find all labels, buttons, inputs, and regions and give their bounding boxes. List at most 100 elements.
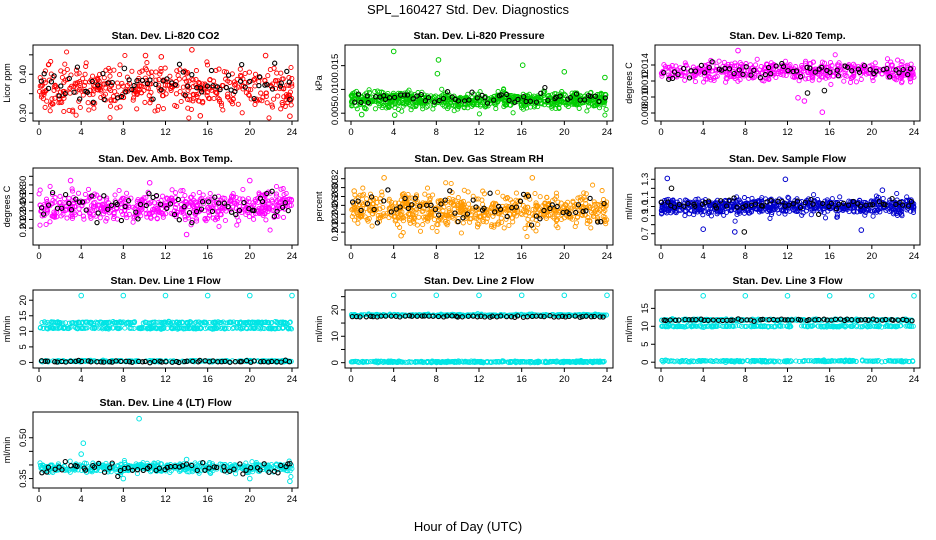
data-point: [176, 325, 182, 332]
data-point: [40, 96, 46, 102]
data-point: [425, 103, 431, 109]
data-point: [87, 210, 93, 217]
data-point: [736, 67, 742, 73]
data-point: [584, 108, 590, 114]
data-point: [834, 212, 840, 218]
x-tick-label: 16: [202, 251, 213, 262]
data-point: [464, 211, 471, 217]
data-point: [44, 208, 51, 214]
data-point: [723, 209, 729, 216]
outlier-point: [795, 95, 801, 101]
data-point: [286, 82, 292, 88]
data-point: [460, 220, 466, 226]
data-point: [823, 75, 829, 81]
data-point: [122, 325, 128, 331]
data-point: [884, 56, 891, 62]
x-tick-label: 4: [391, 251, 396, 262]
data-point: [122, 203, 128, 210]
data-point: [692, 79, 698, 85]
data-point: [62, 91, 68, 97]
data-point: [894, 190, 900, 197]
data-point: [257, 97, 263, 103]
data-point: [100, 70, 106, 77]
outlier-point: [668, 185, 675, 192]
data-point: [822, 215, 829, 221]
data-point: [713, 205, 720, 211]
data-point: [379, 192, 385, 198]
data-point: [492, 209, 498, 215]
data-point: [284, 82, 290, 88]
data-point: [765, 64, 772, 71]
data-point: [527, 98, 534, 104]
data-point: [117, 319, 123, 325]
data-point: [189, 325, 195, 331]
data-point: [258, 359, 264, 365]
data-point: [738, 200, 744, 206]
data-point: [395, 215, 401, 221]
data-point: [216, 223, 222, 229]
data-point: [90, 200, 97, 206]
data-point: [675, 71, 681, 78]
data-point: [156, 319, 162, 325]
y-axis-label: Licor ppm: [2, 63, 12, 103]
data-point: [405, 205, 411, 212]
data-point: [483, 219, 489, 225]
data-point: [418, 99, 424, 105]
data-point: [444, 89, 451, 95]
data-point: [686, 73, 692, 79]
data-point: [40, 325, 46, 331]
data-point: [139, 359, 146, 365]
data-point: [205, 196, 211, 202]
data-point: [134, 106, 140, 112]
data-point: [682, 197, 688, 203]
data-point: [182, 92, 188, 98]
data-point: [228, 194, 235, 200]
x-tick-label: 4: [391, 127, 396, 138]
data-point: [691, 206, 697, 212]
data-point: [101, 359, 107, 365]
data-point: [143, 67, 149, 73]
data-point: [382, 96, 389, 103]
data-point: [907, 76, 913, 82]
data-point: [84, 89, 91, 95]
outlier-point: [391, 112, 398, 118]
data-point: [47, 183, 53, 189]
data-point: [898, 61, 904, 68]
data-point: [829, 196, 835, 202]
data-point: [117, 104, 123, 110]
data-point: [164, 320, 170, 326]
data-point: [420, 106, 426, 112]
data-point: [477, 213, 483, 219]
data-point: [590, 213, 596, 220]
data-point: [367, 191, 374, 197]
data-point: [108, 97, 114, 103]
data-point: [69, 215, 75, 222]
data-point: [231, 79, 238, 85]
data-point: [728, 205, 735, 211]
data-point: [79, 199, 86, 205]
data-point: [768, 71, 774, 77]
data-point: [603, 106, 609, 112]
data-point: [884, 66, 890, 72]
data-point: [371, 206, 377, 213]
data-point: [824, 197, 830, 203]
data-point: [274, 208, 280, 214]
data-point: [491, 224, 497, 230]
data-point: [82, 191, 88, 197]
data-point: [192, 211, 198, 218]
data-point: [66, 75, 72, 82]
data-point: [534, 204, 540, 210]
data-point: [520, 106, 526, 112]
data-point: [804, 64, 810, 71]
data-point: [409, 202, 415, 208]
data-point: [429, 225, 435, 231]
data-point: [408, 107, 414, 113]
data-point: [504, 213, 510, 220]
data-point: [553, 218, 559, 224]
data-point: [352, 192, 358, 198]
x-tick-label: 24: [909, 127, 920, 138]
panel-title: Stan. Dev. Li-820 Pressure: [413, 30, 544, 42]
data-point: [251, 95, 257, 102]
data-point: [251, 216, 257, 222]
